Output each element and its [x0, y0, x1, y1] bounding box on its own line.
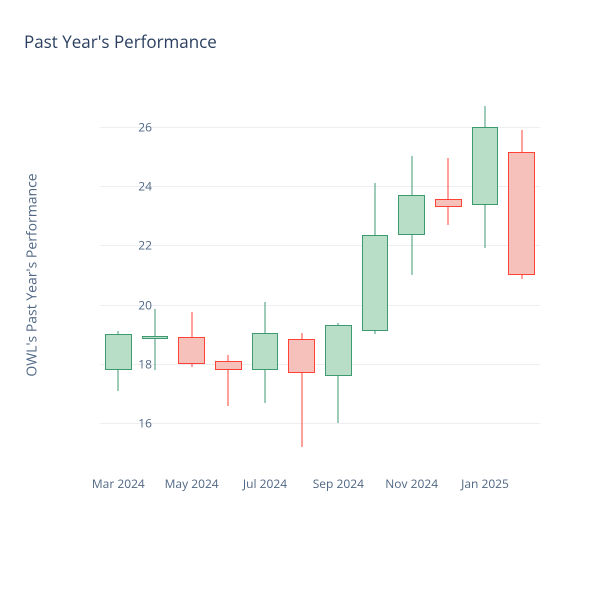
candle-body	[472, 127, 498, 206]
candle-body	[398, 195, 424, 235]
x-tick-label: Mar 2024	[92, 475, 145, 492]
y-tick-label: 24	[112, 177, 152, 194]
x-tick-label: Jan 2025	[461, 475, 509, 492]
y-tick-label: 26	[112, 118, 152, 135]
candle	[472, 85, 498, 465]
x-tick-label: Nov 2024	[385, 475, 438, 492]
candle-body	[252, 333, 278, 370]
candle-body	[178, 337, 204, 364]
candle-body	[362, 235, 388, 331]
candle	[398, 85, 424, 465]
candle	[508, 85, 534, 465]
candle-body	[508, 152, 534, 275]
candle	[288, 85, 314, 465]
y-tick-label: 18	[112, 356, 152, 373]
candle	[362, 85, 388, 465]
x-tick-label: Jul 2024	[243, 475, 287, 492]
candle	[325, 85, 351, 465]
chart-title: Past Year's Performance	[24, 30, 217, 53]
candle-body	[142, 336, 168, 339]
candle-body	[215, 361, 241, 370]
candle-body	[435, 199, 461, 206]
candle	[252, 85, 278, 465]
plot-area	[100, 85, 540, 465]
y-tick-label: 20	[112, 296, 152, 313]
y-tick-label: 16	[112, 415, 152, 432]
candle	[105, 85, 131, 465]
candle-wick	[448, 158, 449, 225]
candle	[142, 85, 168, 465]
candle	[435, 85, 461, 465]
chart-container: Past Year's Performance OWL's Past Year'…	[0, 0, 600, 600]
y-axis-label: OWL's Past Year's Performance	[23, 173, 42, 376]
candle-wick	[154, 309, 155, 370]
y-tick-label: 22	[112, 237, 152, 254]
x-tick-label: Sep 2024	[313, 475, 364, 492]
candle-body	[288, 339, 314, 373]
candle-body	[325, 325, 351, 375]
candle	[178, 85, 204, 465]
candle	[215, 85, 241, 465]
x-tick-label: May 2024	[165, 475, 219, 492]
